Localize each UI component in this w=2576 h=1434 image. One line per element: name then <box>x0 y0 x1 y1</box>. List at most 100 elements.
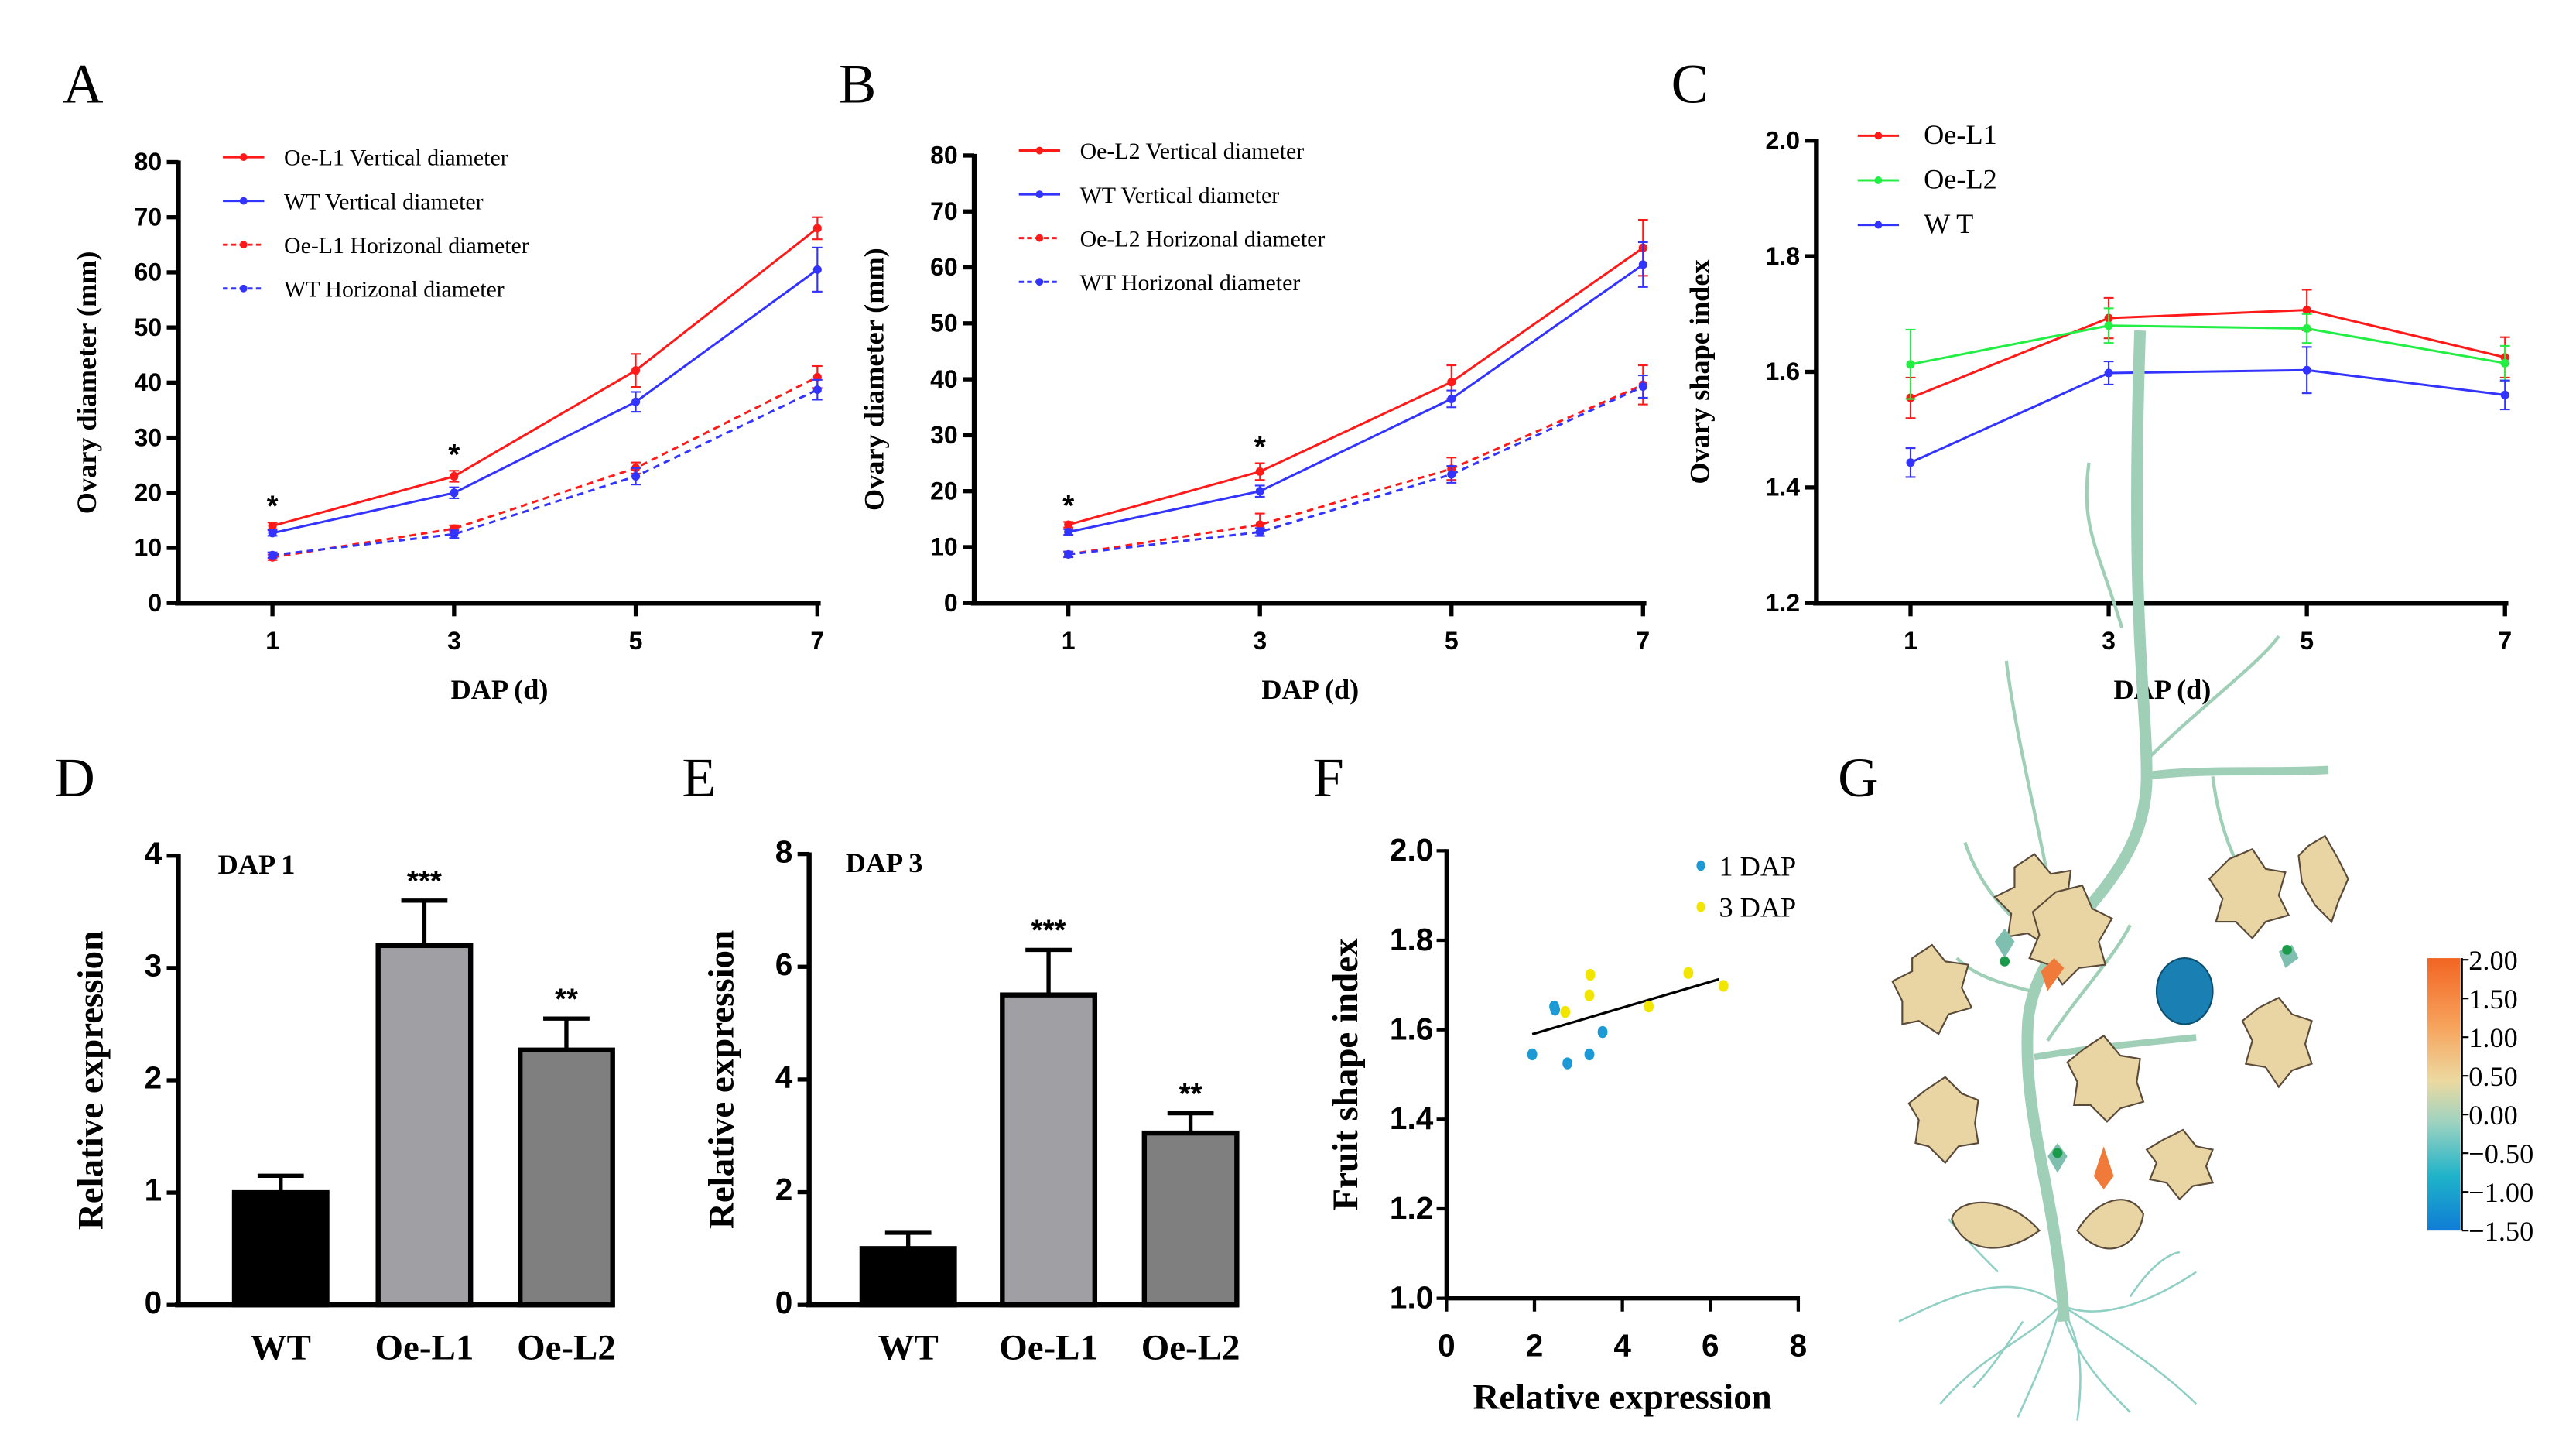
colorbar-label: 0.00 <box>2468 1100 2517 1131</box>
x-tick-label: 4 <box>1613 1327 1631 1363</box>
significance-marker: * <box>267 490 279 523</box>
legend-marker <box>1035 234 1044 242</box>
series-line <box>1068 383 1644 556</box>
y-axis-label: Ovary diameter (mm) <box>859 248 890 511</box>
series-wt-vertical-diameter: WT Vertical diameter <box>223 189 823 538</box>
x-tick-label: 8 <box>1790 1327 1808 1363</box>
data-point <box>1906 458 1915 467</box>
legend-label: Oe-L2 <box>1924 164 1997 195</box>
significance-marker: ** <box>555 982 578 1015</box>
x-axis-label: Relative expression <box>1473 1378 1771 1418</box>
y-tick-label: 1 <box>145 1172 162 1208</box>
chart-title: DAP 1 <box>218 849 296 880</box>
fruit <box>2155 957 2214 1025</box>
y-tick-label: 6 <box>775 946 793 982</box>
y-tick-label: 2.0 <box>1390 832 1433 868</box>
data-point <box>1064 549 1073 559</box>
x-axis-label: DAP (d) <box>451 674 549 705</box>
x-tick-label: WT <box>251 1328 311 1368</box>
scatter-point-1-dap <box>1584 1048 1595 1061</box>
data-point <box>268 550 277 560</box>
scatter-point-3-dap <box>1683 967 1694 979</box>
series-oe-l1-vertical-diameter: Oe-L1 Vertical diameter <box>223 145 823 531</box>
y-tick-label: 40 <box>930 365 958 393</box>
chart-a-ovary-diameter-oe-l1: 0 10 20 30 40 50 60 70 80 Ovary diameter (mm) 1 3 5 7… <box>71 145 824 705</box>
roots <box>1898 1218 2198 1421</box>
chart-f-correlation-scatter: 1.0 1.2 1.4 1.6 1.8 2.0 0 2 4 6 8 Relative expressi… <box>1326 832 1807 1417</box>
panel-label-f: F <box>1313 746 1344 809</box>
legend-marker <box>239 153 248 161</box>
bar-wt <box>231 1189 330 1308</box>
colorbar-label: 1.00 <box>2468 1022 2517 1053</box>
data-point <box>1906 360 1915 369</box>
legend-marker <box>1696 860 1705 871</box>
colorbar-label: −1.00 <box>2468 1177 2533 1208</box>
series-oe-l1-horizonal-diameter: Oe-L1 Horizonal diameter <box>223 233 823 562</box>
series-line <box>272 375 818 559</box>
panel-label-c: C <box>1671 53 1709 115</box>
series-line <box>1068 247 1644 526</box>
y-tick-label: 2.0 <box>1766 126 1800 154</box>
data-point <box>1447 378 1456 387</box>
data-point <box>631 397 641 406</box>
y-tick-label: 20 <box>930 477 958 505</box>
colorbar-label: −1.50 <box>2468 1216 2533 1247</box>
data-point <box>1064 520 1073 529</box>
series-oe-l2: Oe-L2 <box>1857 164 2510 400</box>
data-point <box>2500 358 2509 368</box>
y-tick-label: 1.6 <box>1766 358 1800 385</box>
x-tick-label: Oe-L1 <box>375 1328 474 1368</box>
panel-label-d: D <box>54 746 94 809</box>
data-point <box>1638 382 1647 392</box>
x-tick-label: Oe-L2 <box>517 1328 616 1368</box>
legend-label: Oe-L2 Vertical diameter <box>1080 139 1305 164</box>
data-point <box>450 529 459 539</box>
significance-marker: * <box>1254 430 1266 464</box>
y-axis-label: Ovary shape index <box>1685 259 1716 484</box>
data-point <box>631 471 641 481</box>
y-tick-label: 80 <box>930 142 958 169</box>
legend-label: WT Horizonal diameter <box>284 276 505 302</box>
y-tick-label: 4 <box>145 835 162 871</box>
colorbar-label: 0.50 <box>2468 1061 2517 1092</box>
x-tick-label: 1 <box>1904 627 1917 655</box>
scatter-point-1-dap <box>1597 1025 1608 1039</box>
y-tick-label: 60 <box>135 258 162 286</box>
legend-label: 1 DAP <box>1719 850 1796 881</box>
series-wt-vertical-diameter: WT Vertical diameter <box>1018 183 1648 536</box>
x-tick-label: 3 <box>447 627 461 655</box>
series-line <box>1068 263 1644 533</box>
legend-marker <box>239 241 248 249</box>
legend-label: Oe-L1 Horizonal diameter <box>284 233 529 258</box>
data-point <box>1638 260 1647 269</box>
bar-oe-l1 <box>375 943 474 1308</box>
x-tick-label: 5 <box>629 627 643 655</box>
plant-illustration <box>1891 330 2349 1421</box>
colorbar-label: −0.50 <box>2468 1138 2533 1169</box>
data-point <box>1255 467 1264 476</box>
panel-label-g: G <box>1838 746 1878 809</box>
regression-line <box>1531 977 1720 1035</box>
scatter-point-1-dap <box>1562 1057 1573 1070</box>
y-axis-label: Ovary diameter (mm) <box>71 252 102 515</box>
chart-c-ovary-shape-index: 1.2 1.4 1.6 1.8 2.0 Ovary shape index 1 3 5 7 DAP … <box>1685 119 2512 705</box>
x-tick-label: 6 <box>1702 1327 1719 1363</box>
scatter-point-3-dap <box>1584 989 1595 1001</box>
colorbar-label: 1.50 <box>2468 984 2517 1015</box>
series-line <box>1910 368 2506 464</box>
legend-label: W T <box>1924 208 1973 239</box>
y-tick-label: 0 <box>944 589 958 617</box>
legend-label: WT Vertical diameter <box>284 189 484 214</box>
data-point <box>1255 487 1264 496</box>
y-tick-label: 60 <box>930 253 958 281</box>
x-tick-label: 5 <box>2300 627 2314 655</box>
data-point <box>2104 321 2113 330</box>
colorbar <box>2427 958 2461 1231</box>
x-tick-label: 0 <box>1438 1327 1456 1363</box>
legend-marker <box>1874 221 1883 229</box>
y-tick-label: 0 <box>148 589 162 617</box>
panel-label-a: A <box>63 53 103 115</box>
y-tick-label: 1.0 <box>1390 1279 1433 1315</box>
significance-marker: ** <box>1179 1077 1202 1111</box>
y-tick-label: 1.8 <box>1766 242 1800 270</box>
